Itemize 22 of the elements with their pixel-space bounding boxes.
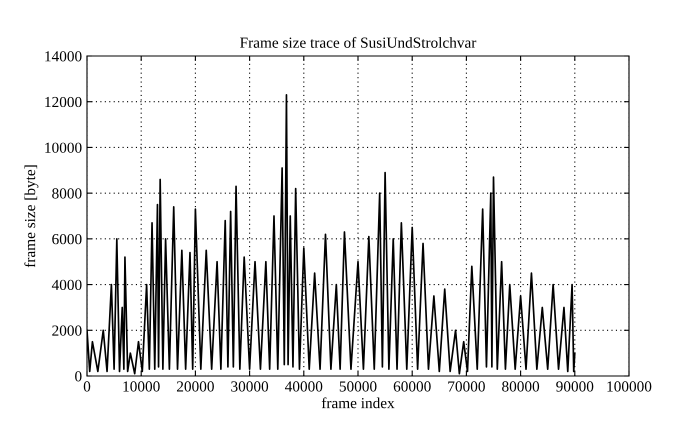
y-tick-label: 4000	[52, 280, 82, 290]
x-tick-label: 30000	[231, 381, 268, 392]
y-tick-label: 2000	[52, 325, 82, 336]
x-axis-title: frame index	[322, 397, 395, 408]
x-tick-label: 20000	[176, 381, 214, 392]
y-tick-label: 14000	[45, 51, 82, 62]
x-tick-label: 70000	[448, 381, 485, 392]
x-tick-label: 50000	[340, 381, 377, 392]
y-tick-label: 10000	[45, 142, 82, 153]
x-tick-label: 60000	[394, 381, 431, 392]
y-tick-label: 8000	[52, 188, 82, 199]
chart-title: Frame size trace of SusiUndStrolchvar	[240, 36, 476, 48]
y-axis-title: frame size [byte]	[24, 165, 38, 268]
y-tick-label: 12000	[45, 96, 82, 108]
y-tick-label: 0	[75, 371, 82, 382]
x-tick-label: 10000	[123, 381, 160, 392]
x-tick-label: 100000	[607, 381, 652, 392]
x-tick-label: 90000	[556, 381, 594, 392]
y-tick-label: 6000	[52, 234, 82, 244]
x-tick-label: 40000	[285, 381, 322, 392]
x-tick-label: 0	[84, 381, 90, 392]
x-tick-label: 80000	[502, 381, 540, 392]
